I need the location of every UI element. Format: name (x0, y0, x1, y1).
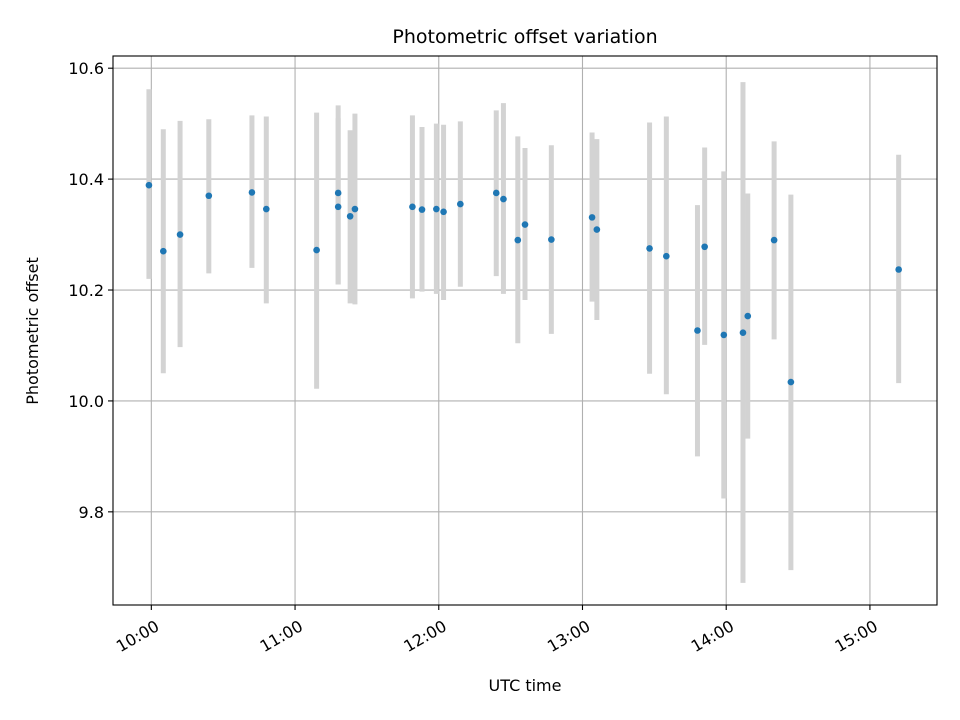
y-tick-label: 10.2 (68, 281, 104, 300)
data-point (433, 205, 440, 213)
data-point (895, 266, 902, 273)
x-tick-label: 14:00 (688, 616, 737, 656)
errorbars (146, 82, 902, 583)
y-tick-label: 10.4 (68, 170, 104, 189)
data-point (492, 189, 500, 197)
y-tick-label: 10.0 (68, 392, 104, 411)
data-points (145, 181, 902, 386)
data-point (701, 243, 708, 251)
data-point (593, 226, 601, 233)
x-tick-label: 12:00 (400, 616, 449, 656)
x-tick-label: 13:00 (544, 616, 593, 656)
axis-ticks: 10:00 11:00 12:00 13:00 14:00 15:00 9.8 10.0 10.… (68, 59, 881, 656)
y-tick-label: 9.8 (79, 503, 104, 522)
data-point (720, 331, 728, 339)
data-point (521, 221, 529, 228)
x-axis-title: UTC time (489, 676, 562, 695)
data-point (514, 236, 522, 244)
data-point (744, 312, 752, 320)
data-point (160, 247, 167, 255)
x-tick-label: 10:00 (113, 616, 162, 656)
data-point (346, 212, 354, 220)
data-point (334, 203, 342, 211)
data-point (334, 189, 342, 197)
x-tick-label: 11:00 (257, 616, 306, 656)
y-axis-title: Photometric offset (23, 257, 42, 405)
data-point (588, 214, 596, 221)
data-point (694, 327, 701, 334)
data-point (663, 252, 670, 260)
data-point (457, 200, 464, 208)
data-point (248, 189, 256, 196)
data-point (440, 208, 447, 216)
data-point (418, 206, 426, 213)
data-point (205, 192, 213, 200)
grid (113, 56, 937, 605)
data-point (176, 231, 184, 238)
data-point (770, 236, 778, 244)
data-point (145, 181, 153, 189)
data-point (739, 329, 747, 337)
data-point (787, 378, 795, 386)
chart-title: Photometric offset variation (392, 26, 657, 48)
data-point (263, 205, 270, 213)
plot-frame (112, 55, 938, 606)
y-tick-label: 10.6 (68, 59, 104, 78)
data-point (500, 195, 507, 203)
x-tick-label: 15:00 (831, 616, 880, 656)
data-point (646, 245, 653, 252)
data-point (313, 246, 320, 254)
data-point (351, 205, 359, 213)
data-point (548, 236, 555, 243)
data-point (409, 203, 416, 211)
